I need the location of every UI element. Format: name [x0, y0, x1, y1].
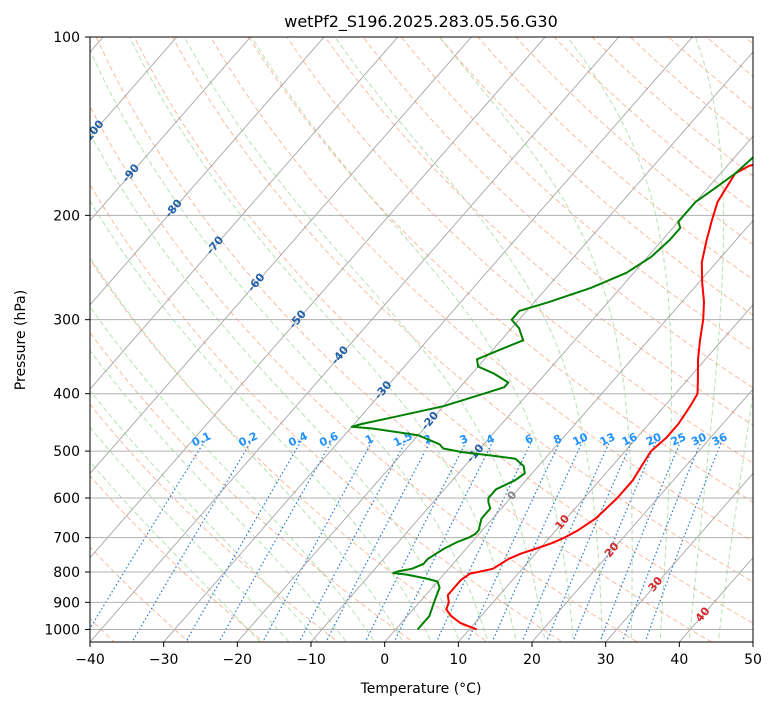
isotherm-line: [531, 388, 753, 642]
x-tick-label: 20: [523, 652, 541, 668]
x-tick-label: 30: [597, 652, 615, 668]
plot-background: [90, 37, 753, 642]
y-tick-label: 400: [53, 387, 80, 403]
y-tick-label: 700: [53, 531, 80, 547]
mixing-ratio-line: [298, 440, 407, 642]
mixing-ratio-line: [466, 440, 561, 642]
profile-series: [350, 155, 753, 631]
x-tick-label: 0: [380, 652, 389, 668]
mixing-ratio-line: [218, 440, 333, 642]
y-tick-label: 900: [53, 595, 80, 611]
mixing-ratio-line: [545, 440, 633, 642]
mixing-ratio-line: [364, 440, 468, 642]
moist-adiabat-line: [90, 460, 261, 642]
dry-adiabat-line: [90, 105, 638, 642]
mixing-ratio-line: [572, 440, 657, 642]
moist-adiabat-line: [90, 305, 376, 642]
moist-adiabat-line: [90, 426, 290, 642]
moist-adiabat-line: [90, 256, 404, 642]
y-tick-label: 1000: [44, 622, 80, 638]
x-tick-label: 50: [744, 652, 762, 668]
y-axis-label: Pressure (hPa): [13, 290, 29, 390]
isotherm-line: [90, 37, 546, 559]
isotherm-line: [236, 51, 753, 642]
dry-adiabat-line: [248, 37, 753, 503]
mixing-ratio-line: [131, 440, 253, 642]
moist-adiabat-line: [90, 132, 461, 642]
moist-adiabats: [90, 37, 753, 642]
isotherm-line: [384, 219, 753, 642]
mixing-ratio-label: 36: [710, 430, 730, 448]
x-tick-label: −30: [149, 652, 179, 668]
dry-adiabat-line: [751, 10, 775, 654]
mixing-ratio-line: [521, 440, 611, 642]
dry-adiabat-line: [90, 331, 414, 642]
plot-frame: [89, 36, 754, 643]
x-tick-label: 40: [670, 652, 688, 668]
dry-adiabat-line: [210, 37, 753, 543]
dry-adiabat-line: [90, 546, 190, 642]
moist-adiabat-line: [334, 37, 603, 642]
mixing-ratio-line: [262, 440, 374, 642]
mixing-ratio-line: [185, 440, 302, 642]
moist-adiabat-line: [438, 37, 633, 642]
profile-line: [350, 155, 753, 631]
x-tick-label: −20: [223, 652, 253, 668]
isotherm-line: [605, 472, 753, 642]
dry-adiabat-line: [438, 37, 753, 316]
y-tick-label: 600: [53, 491, 80, 507]
isotherm-line: [90, 37, 178, 137]
moist-adiabat-line: [90, 49, 489, 642]
y-tick-label: 100: [53, 30, 80, 46]
mixing-ratio-lines: [90, 440, 723, 642]
moist-adiabat-line: [688, 37, 724, 642]
x-axis: −40 −30 −20 −10 0 10 20 30 40 50: [75, 642, 762, 668]
dry-adiabat-line: [90, 474, 265, 642]
moist-adiabat-line: [717, 391, 753, 642]
y-tick-label: 800: [53, 565, 80, 581]
moist-adiabat-line: [128, 37, 517, 642]
mixing-ratio-line: [393, 440, 494, 642]
y-axis: 100 200 300 400 500 600 700 800 900 1000: [44, 30, 90, 638]
mixing-ratio-line: [435, 440, 533, 642]
isotherm-line: [90, 37, 252, 222]
mixing-ratio-line: [491, 440, 584, 642]
dry-adiabat-line: [90, 403, 340, 642]
dry-adiabat-line: [133, 37, 753, 624]
dry-adiabats: [90, 10, 775, 654]
dry-adiabat-line: [90, 183, 564, 642]
moist-adiabat-line: [183, 37, 546, 642]
x-axis-label: Temperature (°C): [360, 681, 482, 697]
isotherm-line: [163, 37, 694, 642]
isotherm-line: [90, 37, 399, 390]
moist-adiabat-line: [90, 349, 347, 642]
mixing-ratio-line: [325, 440, 432, 642]
y-tick-label: 300: [53, 313, 80, 329]
y-tick-label: 200: [53, 208, 80, 224]
mixing-ratio-label: 30: [689, 430, 709, 448]
dry-adiabat-line: [90, 258, 489, 642]
mixing-ratio-label: 13: [598, 430, 617, 448]
mixing-ratio-label: 16: [620, 430, 640, 448]
isotherm-line: [90, 37, 473, 475]
isobar-grid: [90, 37, 753, 630]
x-tick-label: 10: [449, 652, 467, 668]
moist-adiabat-line: [566, 37, 672, 642]
isotherm-line: [90, 37, 620, 642]
moist-adiabat-line: [90, 199, 432, 642]
mixing-ratio-label: 10: [571, 430, 591, 448]
moist-adiabat-line: [250, 37, 575, 642]
y-tick-label: 500: [53, 444, 80, 460]
isotherm-line: [90, 37, 325, 306]
profile-line: [445, 163, 753, 631]
mixing-ratio-label: 25: [669, 430, 688, 448]
dry-adiabat-line: [286, 37, 753, 464]
x-tick-label: −10: [296, 652, 326, 668]
dry-adiabat-line: [171, 37, 753, 583]
dry-adiabat-line: [400, 37, 753, 352]
x-tick-label: −40: [75, 652, 105, 668]
chart-title: wetPf2_S196.2025.283.05.56.G30: [284, 12, 558, 32]
isotherm-line: [310, 135, 753, 642]
